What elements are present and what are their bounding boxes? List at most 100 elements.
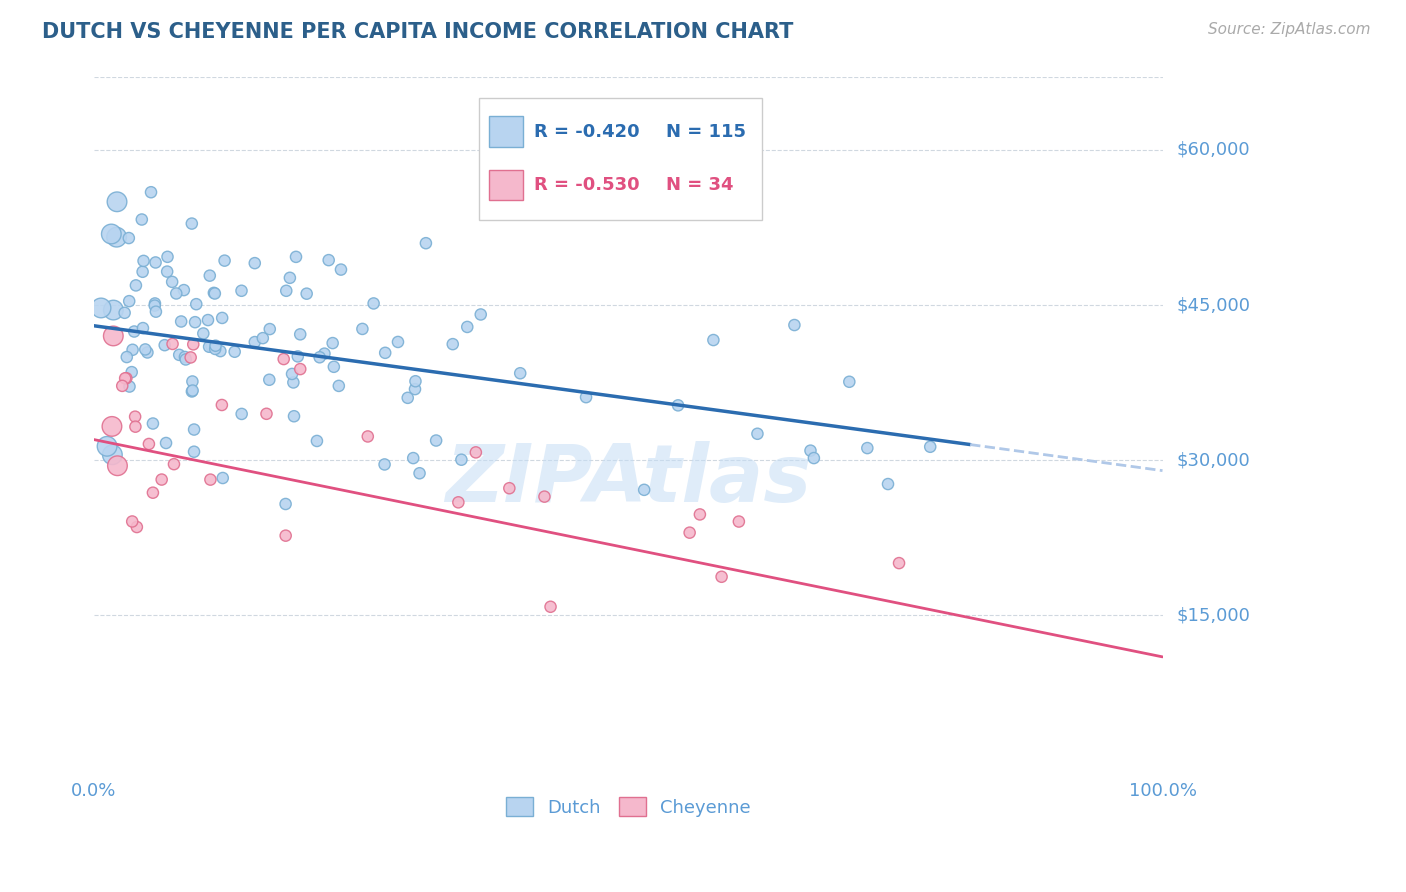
Point — [290, 362, 312, 376]
Point — [509, 366, 531, 380]
Point — [131, 265, 153, 279]
Point — [132, 253, 155, 268]
Point — [243, 334, 266, 349]
Point — [314, 346, 336, 360]
Point — [281, 367, 304, 381]
Text: ZIPAtlas: ZIPAtlas — [446, 441, 811, 518]
Point — [374, 458, 396, 472]
Point — [803, 451, 825, 466]
Point — [283, 409, 305, 424]
Point — [150, 473, 173, 487]
Point — [101, 448, 124, 462]
Point — [145, 304, 167, 318]
Point — [143, 296, 166, 310]
Point — [197, 313, 219, 327]
Point — [252, 331, 274, 345]
Point — [143, 299, 166, 313]
Point — [231, 407, 253, 421]
Point — [278, 270, 301, 285]
Point — [103, 303, 125, 318]
Point — [118, 294, 141, 309]
Point — [498, 481, 520, 495]
Point — [170, 314, 193, 328]
Point — [173, 283, 195, 297]
Point — [256, 407, 278, 421]
Point — [121, 515, 143, 529]
Point — [575, 390, 598, 404]
Point — [180, 351, 202, 365]
Point — [308, 351, 330, 365]
Point — [121, 365, 143, 379]
Point — [156, 264, 179, 278]
Point — [276, 284, 298, 298]
Point — [167, 348, 190, 362]
Point — [181, 375, 204, 389]
Point — [322, 336, 344, 351]
Point — [387, 334, 409, 349]
Point — [243, 256, 266, 270]
Point — [678, 525, 700, 540]
Point — [322, 359, 344, 374]
Point — [114, 371, 136, 385]
Point — [456, 320, 478, 334]
Point — [118, 231, 141, 245]
Point — [105, 194, 128, 209]
Point — [856, 441, 879, 455]
Point — [165, 286, 187, 301]
Point — [184, 315, 207, 329]
Point — [131, 212, 153, 227]
Point — [124, 419, 146, 434]
Point — [198, 268, 221, 283]
Point — [155, 436, 177, 450]
Point — [193, 326, 215, 341]
FancyBboxPatch shape — [489, 169, 523, 200]
Point — [114, 306, 136, 320]
Point — [224, 344, 246, 359]
Point — [156, 250, 179, 264]
Text: DUTCH VS CHEYENNE PER CAPITA INCOME CORRELATION CHART: DUTCH VS CHEYENNE PER CAPITA INCOME CORR… — [42, 22, 793, 42]
Point — [180, 217, 202, 231]
Point — [204, 286, 226, 301]
Point — [259, 322, 281, 336]
Point — [105, 230, 128, 244]
FancyBboxPatch shape — [478, 98, 762, 219]
Point — [470, 308, 492, 322]
Point — [920, 440, 942, 454]
Point — [160, 275, 183, 289]
Point — [183, 423, 205, 437]
Point — [464, 445, 486, 459]
Point — [211, 398, 233, 412]
Point — [115, 350, 138, 364]
Text: N = 115: N = 115 — [665, 122, 745, 141]
Point — [633, 483, 655, 497]
Point — [174, 350, 197, 364]
Point — [124, 409, 146, 424]
Point — [783, 318, 806, 332]
Point — [274, 497, 297, 511]
Point — [330, 262, 353, 277]
Point — [702, 333, 724, 347]
Point — [204, 339, 226, 353]
Point — [101, 419, 124, 434]
Point — [198, 340, 221, 354]
Point — [363, 296, 385, 310]
Point — [204, 342, 226, 356]
Point — [274, 529, 297, 543]
Point — [357, 429, 380, 443]
Point — [181, 384, 204, 398]
Text: $30,000: $30,000 — [1177, 451, 1250, 469]
FancyBboxPatch shape — [489, 116, 523, 147]
Point — [666, 398, 689, 412]
Point — [305, 434, 328, 448]
Point — [121, 343, 143, 357]
Point — [425, 434, 447, 448]
Point — [132, 321, 155, 335]
Text: $15,000: $15,000 — [1177, 607, 1250, 624]
Legend: Dutch, Cheyenne: Dutch, Cheyenne — [498, 790, 758, 824]
Point — [107, 458, 129, 473]
Point — [136, 345, 159, 359]
Point — [181, 337, 204, 351]
Text: R = -0.530: R = -0.530 — [534, 176, 640, 194]
Point — [174, 352, 197, 367]
Point — [352, 322, 374, 336]
